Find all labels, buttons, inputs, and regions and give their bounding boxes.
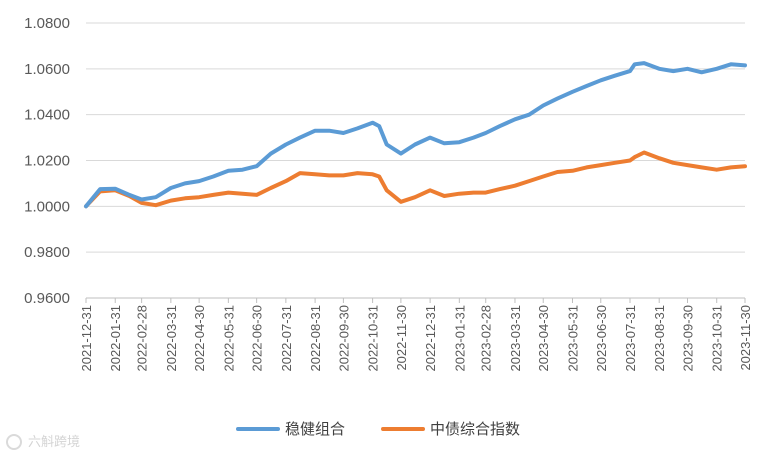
y-tick-label: 0.9800 — [24, 244, 70, 261]
y-tick-label: 1.0600 — [24, 61, 70, 78]
x-tick-label: 2022-12-31 — [423, 305, 438, 372]
x-tick-label: 2023-01-31 — [452, 305, 467, 372]
x-tick-label: 2022-11-30 — [394, 305, 409, 371]
x-tick-label: 2023-05-31 — [565, 305, 580, 372]
x-tick-label: 2022-05-31 — [221, 305, 236, 372]
y-tick-label: 0.9600 — [24, 290, 70, 307]
x-tick-label: 2022-08-31 — [308, 305, 323, 372]
x-tick-label: 2023-11-30 — [738, 305, 753, 371]
x-tick-label: 2022-10-31 — [366, 305, 381, 372]
watermark: 六斛跨境 — [6, 434, 80, 450]
x-tick-label: 2022-06-30 — [250, 305, 265, 372]
x-tick-label: 2022-07-31 — [279, 305, 294, 372]
x-tick-label: 2022-09-30 — [336, 305, 351, 372]
x-tick-label: 2021-12-31 — [79, 305, 94, 372]
watermark-text: 六斛跨境 — [28, 435, 80, 450]
x-tick-label: 2023-10-31 — [710, 305, 725, 372]
watermark-logo-icon — [6, 434, 22, 450]
series-line-portfolio — [84, 61, 747, 209]
x-tick-label: 2022-02-28 — [135, 305, 150, 372]
legend-label: 稳健组合 — [285, 420, 345, 438]
x-tick-label: 2022-04-30 — [192, 305, 207, 372]
x-tick-label: 2022-01-31 — [108, 305, 123, 372]
x-tick-label: 2023-09-30 — [680, 305, 695, 372]
x-tick-label: 2023-04-30 — [536, 305, 551, 372]
legend-label: 中债综合指数 — [430, 420, 520, 438]
series-lines — [84, 61, 747, 209]
x-tick-labels: 2021-12-31 2022-01-31 2022-02-28 2022-03-31… — [79, 305, 753, 372]
y-tick-label: 1.0200 — [24, 153, 70, 170]
y-tick-label: 1.0400 — [24, 107, 70, 124]
series-line-bond-index — [84, 150, 747, 209]
legend: 稳健组合 中债综合指数 — [236, 420, 520, 438]
x-axis — [85, 297, 746, 303]
y-tick-label: 1.0800 — [24, 15, 70, 32]
y-tick-label: 1.0000 — [24, 198, 70, 215]
x-tick-label: 2023-02-28 — [479, 305, 494, 372]
x-tick-label: 2022-03-31 — [164, 305, 179, 372]
y-axis: 1.0800 1.0600 1.0400 1.0200 1.0000 0.9800 0.96… — [24, 15, 70, 307]
x-tick-label: 2023-07-31 — [623, 305, 638, 372]
x-tick-label: 2023-08-31 — [652, 305, 667, 372]
x-tick-label: 2023-03-31 — [508, 305, 523, 372]
x-tick-label: 2023-06-30 — [594, 305, 609, 372]
